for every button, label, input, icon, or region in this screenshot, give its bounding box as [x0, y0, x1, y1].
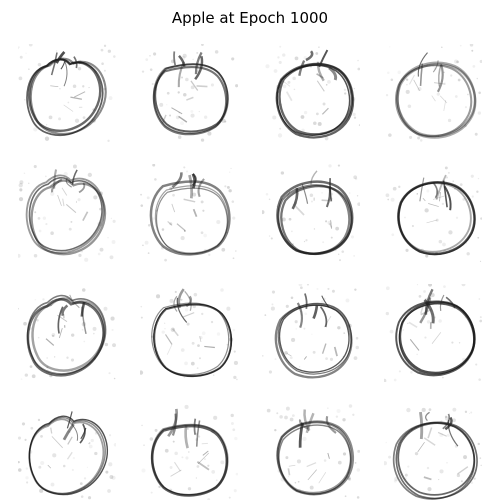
sample-image-11: [262, 284, 360, 382]
sample-grid: [18, 44, 500, 500]
sample-image-13: [18, 404, 116, 500]
sample-image-14: [140, 404, 238, 500]
sample-image-4: [384, 44, 482, 142]
sample-image-3: [262, 44, 360, 142]
sample-image-7: [262, 164, 360, 262]
sample-image-1: [18, 44, 116, 142]
sample-image-6: [140, 164, 238, 262]
figure-title: Apple at Epoch 1000: [171, 9, 329, 27]
sample-image-16: [384, 404, 482, 500]
sample-image-2: [140, 44, 238, 142]
sample-image-10: [140, 284, 238, 382]
sample-image-9: [18, 284, 116, 382]
sample-image-8: [384, 164, 482, 262]
sample-image-5: [18, 164, 116, 262]
sample-image-15: [262, 404, 360, 500]
sample-image-12: [384, 284, 482, 382]
